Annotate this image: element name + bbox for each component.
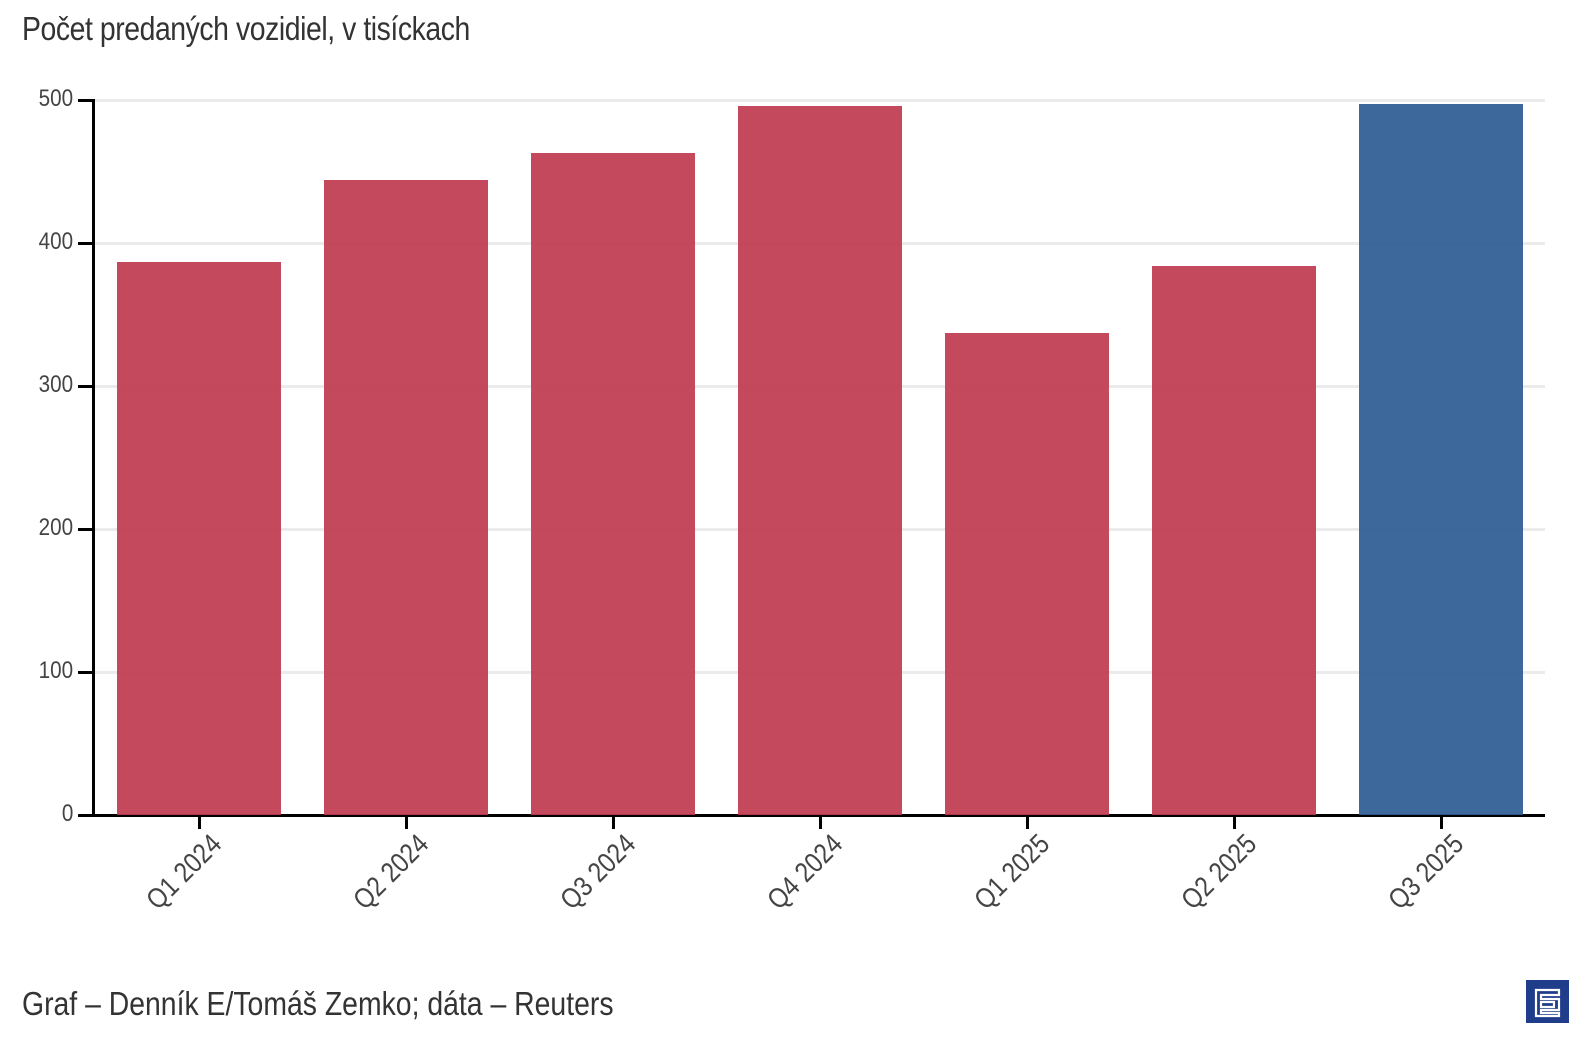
y-tick-label: 300	[38, 371, 73, 398]
bar-q3-2025	[1359, 104, 1524, 815]
y-tick	[78, 814, 94, 817]
x-tick-label: Q1 2024	[139, 828, 227, 916]
bar-q2-2024	[323, 180, 488, 815]
bar-q3-2024	[530, 152, 695, 815]
x-tick	[1233, 817, 1237, 829]
bar-q2-2025	[1152, 265, 1317, 815]
y-tick	[78, 99, 94, 102]
x-tick-label: Q1 2025	[968, 828, 1056, 916]
y-tick	[78, 671, 94, 674]
chart-subtitle: Počet predaných vozidiel, v tisíckach	[22, 10, 470, 47]
y-tick-label: 200	[38, 514, 73, 541]
y-axis	[92, 99, 95, 817]
bar-q1-2024	[116, 261, 281, 815]
bar-q1-2025	[945, 333, 1110, 815]
x-tick	[1026, 817, 1030, 829]
x-tick	[404, 817, 408, 829]
y-tick	[78, 242, 94, 245]
x-tick-label: Q3 2025	[1382, 828, 1470, 916]
y-tick-label: 100	[38, 657, 73, 684]
x-tick-label: Q2 2024	[346, 828, 435, 916]
x-tick-label: Q2 2025	[1175, 828, 1263, 916]
y-tick-label: 400	[38, 228, 73, 255]
x-axis	[92, 814, 1545, 817]
x-tick	[197, 817, 201, 829]
source-credit: Graf – Denník E/Tomáš Zemko; dáta – Reut…	[22, 985, 614, 1022]
bar-q4-2024	[738, 105, 902, 815]
denník-e-logo-icon	[1526, 980, 1569, 1023]
x-tick	[611, 817, 615, 829]
y-tick	[78, 385, 94, 388]
gridline	[93, 99, 1545, 102]
y-tick	[78, 528, 94, 531]
e-glyph-icon	[1534, 988, 1561, 1018]
x-tick	[1440, 817, 1444, 829]
y-tick-label: 0	[61, 800, 73, 827]
y-tick-label: 500	[38, 85, 73, 112]
bar-chart: 0 100 200 300 400 500 Q1 2024 Q2 2024 Q3 2024 Q4 …	[38, 85, 1545, 916]
x-tick	[819, 817, 822, 829]
x-tick-label: Q4 2024	[761, 828, 849, 916]
x-tick-label: Q3 2024	[553, 828, 642, 916]
